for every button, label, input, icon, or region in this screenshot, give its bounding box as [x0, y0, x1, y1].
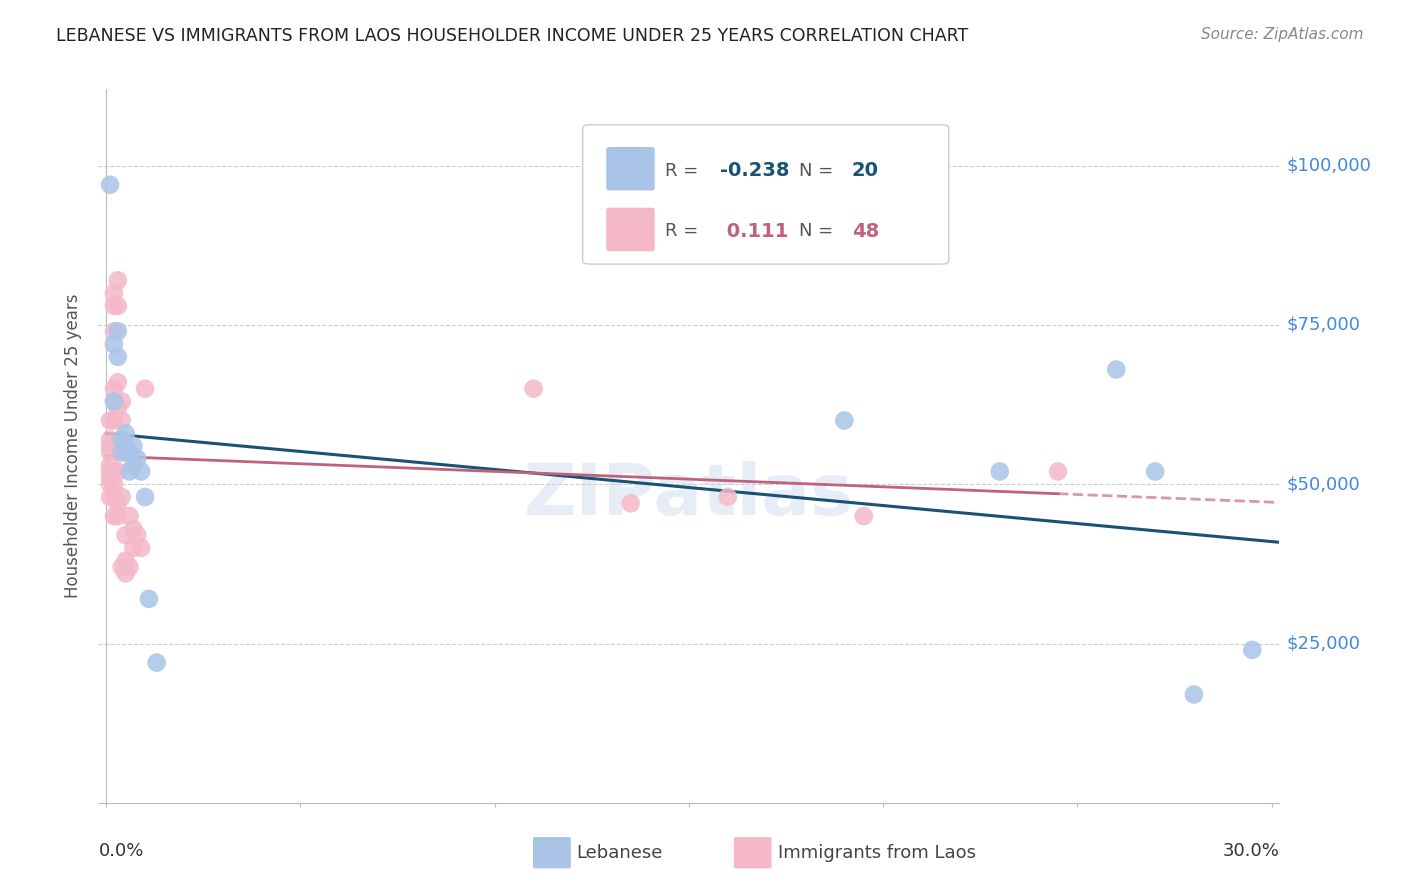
Point — [717, 490, 740, 504]
Point — [122, 541, 145, 555]
Point — [852, 509, 875, 524]
Text: ZIPatlas: ZIPatlas — [524, 461, 853, 531]
Point — [103, 465, 125, 479]
Text: $50,000: $50,000 — [1286, 475, 1360, 493]
Point — [98, 413, 121, 427]
Point — [98, 433, 121, 447]
Point — [118, 445, 141, 459]
Point — [1105, 362, 1128, 376]
Point — [1046, 465, 1069, 479]
FancyBboxPatch shape — [533, 837, 571, 869]
Point — [111, 560, 134, 574]
FancyBboxPatch shape — [606, 147, 655, 191]
Point — [145, 656, 167, 670]
Point — [103, 509, 125, 524]
Text: 48: 48 — [852, 222, 879, 241]
Point — [107, 376, 129, 390]
Point — [107, 465, 129, 479]
Point — [118, 509, 141, 524]
Y-axis label: Householder Income Under 25 years: Householder Income Under 25 years — [65, 293, 83, 599]
Text: 0.111: 0.111 — [720, 222, 787, 241]
Point — [114, 528, 136, 542]
Point — [107, 273, 129, 287]
Text: $75,000: $75,000 — [1286, 316, 1361, 334]
Text: Source: ZipAtlas.com: Source: ZipAtlas.com — [1201, 27, 1364, 42]
Point — [122, 522, 145, 536]
Text: $100,000: $100,000 — [1286, 157, 1371, 175]
Point — [620, 496, 643, 510]
Point — [98, 445, 121, 459]
Point — [98, 439, 121, 453]
Point — [988, 465, 1011, 479]
Point — [111, 394, 134, 409]
Point — [98, 471, 121, 485]
Point — [98, 465, 121, 479]
FancyBboxPatch shape — [606, 208, 655, 252]
Point — [834, 413, 856, 427]
Point — [98, 490, 121, 504]
Text: R =: R = — [665, 222, 704, 241]
Text: -0.238: -0.238 — [720, 161, 789, 180]
Point — [103, 286, 125, 301]
Point — [107, 350, 129, 364]
Point — [103, 337, 125, 351]
Point — [98, 477, 121, 491]
Point — [127, 528, 149, 542]
Point — [107, 401, 129, 415]
Point — [103, 490, 125, 504]
Point — [111, 490, 134, 504]
Text: 0.0%: 0.0% — [98, 842, 143, 860]
Point — [98, 178, 121, 192]
Text: 30.0%: 30.0% — [1223, 842, 1279, 860]
Point — [1182, 688, 1205, 702]
Text: Immigrants from Laos: Immigrants from Laos — [778, 844, 976, 862]
Point — [103, 299, 125, 313]
Point — [111, 433, 134, 447]
Point — [134, 382, 156, 396]
Text: N =: N = — [799, 222, 839, 241]
Point — [1241, 643, 1264, 657]
Point — [103, 477, 125, 491]
Point — [98, 458, 121, 472]
Point — [107, 324, 129, 338]
Point — [114, 439, 136, 453]
Text: N =: N = — [799, 161, 839, 179]
Point — [129, 541, 152, 555]
Point — [111, 413, 134, 427]
Point — [103, 394, 125, 409]
Point — [103, 394, 125, 409]
Point — [111, 445, 134, 459]
Point — [118, 465, 141, 479]
FancyBboxPatch shape — [582, 125, 949, 264]
Point — [522, 382, 544, 396]
Point — [118, 560, 141, 574]
Point — [1144, 465, 1167, 479]
Point — [107, 509, 129, 524]
Point — [122, 439, 145, 453]
Point — [103, 382, 125, 396]
Text: Lebanese: Lebanese — [576, 844, 664, 862]
Point — [129, 465, 152, 479]
Point — [122, 458, 145, 472]
Text: $25,000: $25,000 — [1286, 634, 1361, 653]
Point — [107, 496, 129, 510]
Point — [114, 426, 136, 441]
Point — [127, 451, 149, 466]
Point — [138, 591, 160, 606]
Point — [114, 439, 136, 453]
Point — [134, 490, 156, 504]
Point — [111, 445, 134, 459]
Point — [114, 566, 136, 581]
Point — [103, 324, 125, 338]
Point — [107, 299, 129, 313]
Point — [118, 445, 141, 459]
Text: LEBANESE VS IMMIGRANTS FROM LAOS HOUSEHOLDER INCOME UNDER 25 YEARS CORRELATION C: LEBANESE VS IMMIGRANTS FROM LAOS HOUSEHO… — [56, 27, 969, 45]
Text: 20: 20 — [852, 161, 879, 180]
Point — [114, 554, 136, 568]
FancyBboxPatch shape — [734, 837, 772, 869]
Point — [103, 413, 125, 427]
Text: R =: R = — [665, 161, 704, 179]
